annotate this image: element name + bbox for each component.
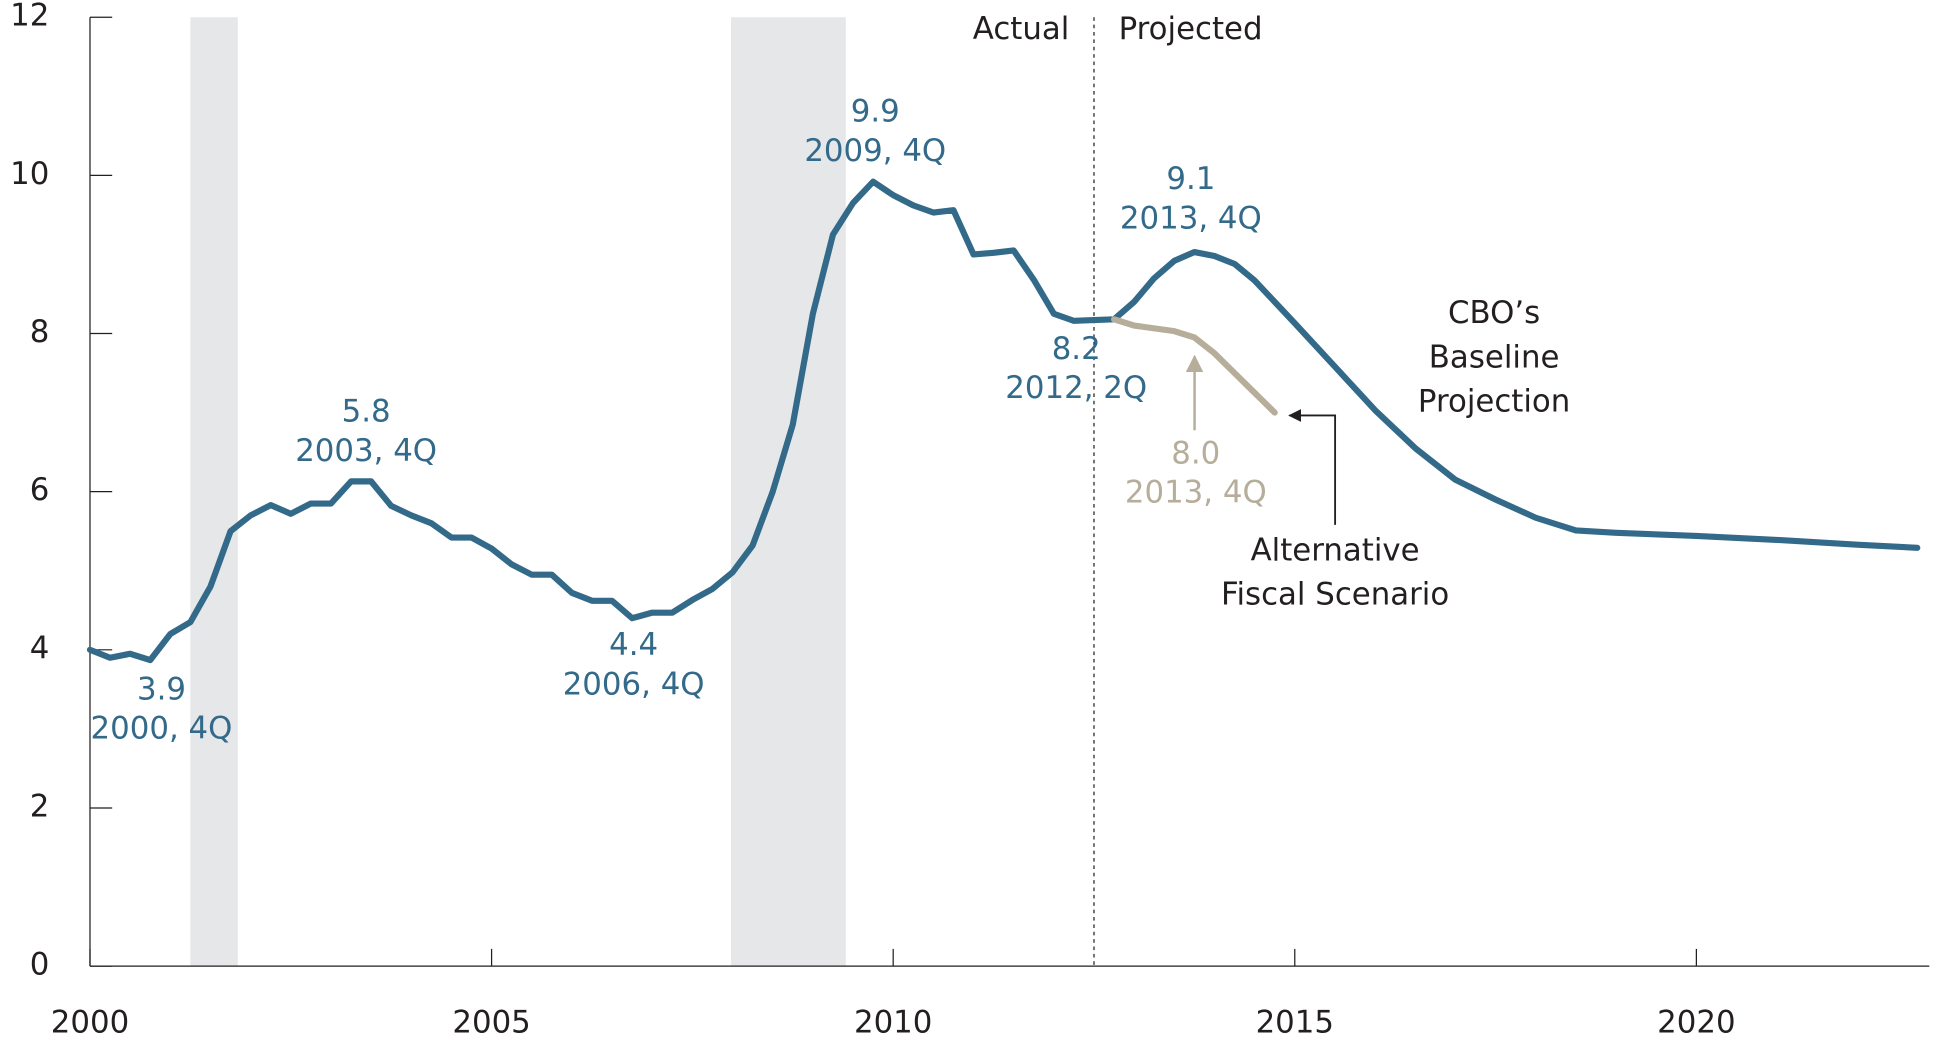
recession-shade — [730, 17, 846, 967]
y-tick-label: 2 — [30, 788, 50, 824]
y-tick-label: 10 — [10, 156, 49, 192]
divider-label: Actual — [973, 11, 1070, 47]
annotation: 9.9 — [851, 94, 900, 130]
annotation: 2012, 2Q — [1005, 370, 1147, 406]
annotation: 8.2 — [1052, 331, 1101, 367]
annotation: 2009, 4Q — [804, 133, 946, 169]
annotation: 9.1 — [1166, 161, 1215, 197]
divider-label: Projected — [1119, 11, 1263, 47]
x-tick-label: 2000 — [51, 1004, 129, 1040]
x-tick-label: 2020 — [1657, 1004, 1735, 1040]
arrow — [1288, 408, 1337, 525]
recession-shade — [190, 17, 238, 967]
annotation: 2006, 4Q — [563, 666, 705, 702]
series-line — [1110, 316, 1278, 416]
annotation: 4.4 — [609, 627, 658, 663]
annotation: 3.9 — [137, 671, 186, 707]
x-tick-label: 2015 — [1256, 1004, 1334, 1040]
y-tick-label: 8 — [30, 314, 50, 350]
series-line — [86, 178, 1921, 664]
annotation: Alternative — [1251, 532, 1420, 568]
annotation: 8.0 — [1171, 435, 1220, 471]
annotation: 5.8 — [342, 394, 391, 430]
annotation: Fiscal Scenario — [1221, 577, 1449, 613]
annotation: CBO’s — [1448, 295, 1540, 331]
y-tick-label: 6 — [30, 472, 50, 508]
y-tick-label: 4 — [30, 630, 50, 666]
annotation: 2003, 4Q — [295, 433, 437, 469]
annotation: 2013, 4Q — [1120, 201, 1262, 237]
x-tick-label: 2010 — [854, 1004, 932, 1040]
x-tick-label: 2005 — [452, 1004, 530, 1040]
y-tick-label: 12 — [10, 0, 49, 34]
annotation: Baseline — [1429, 339, 1560, 375]
annotation: 2013, 4Q — [1125, 475, 1267, 511]
annotation: Projection — [1418, 384, 1570, 420]
annotation: 2000, 4Q — [91, 711, 233, 747]
y-tick-label: 0 — [30, 947, 50, 983]
